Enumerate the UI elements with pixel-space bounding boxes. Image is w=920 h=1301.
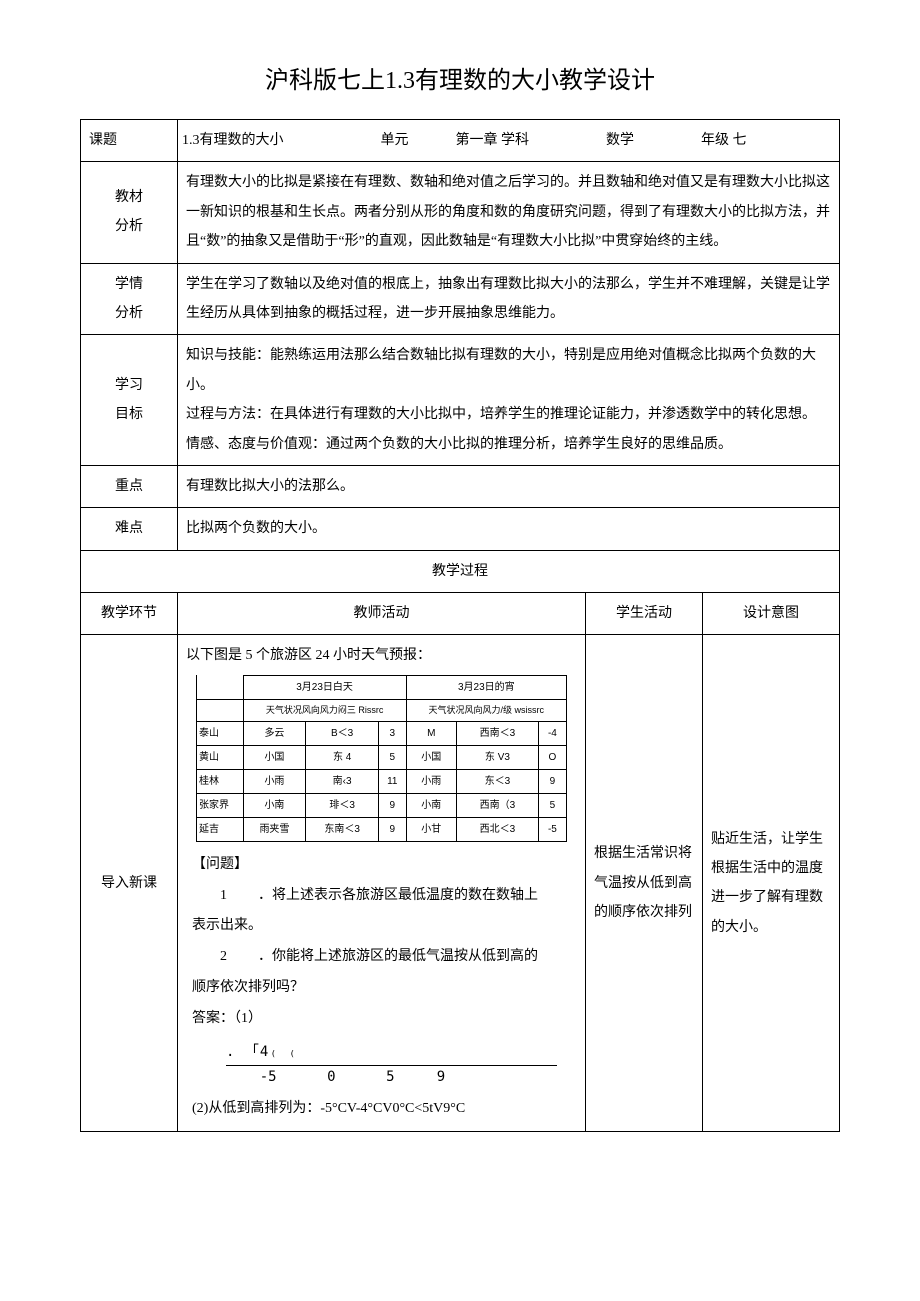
zhongdian-label: 重点: [81, 465, 178, 507]
weather-row: 张家界小南琲＜39小南西南（35: [197, 793, 567, 817]
xueke-label: 学科: [501, 133, 529, 148]
nianji-value: 七: [733, 133, 747, 148]
ans-label: 答案：（1）: [192, 1004, 577, 1035]
number-line: . 「4₍ ₍ -5 0 5 9: [226, 1041, 557, 1089]
axis-ticks: . 「4₍ ₍: [226, 1041, 557, 1066]
mubiao-text: 知识与技能：能熟练运用法那么结合数轴比拟有理数的大小，特别是应用绝对值概念比拟两…: [178, 335, 840, 466]
weather-cell-n_t: -5: [538, 817, 566, 841]
q-title: 【问题】: [192, 850, 577, 881]
weather-sub-day: 天气状况风向风力闷三 Rissrc: [243, 699, 406, 721]
weather-cell-d_wind: 琲＜3: [306, 793, 379, 817]
weather-cell-d_wind: 南‹3: [306, 769, 379, 793]
jiaocai-label: 教材 分析: [81, 162, 178, 263]
intro-stage: 导入新课: [81, 635, 178, 1132]
nandian-label: 难点: [81, 508, 178, 550]
weather-cell-d_w: 小雨: [243, 769, 306, 793]
q2-num: 2: [220, 949, 227, 964]
keti-label: 课题: [81, 120, 178, 162]
q1-a: ．将上述表示各旅游区最低温度的数在数轴上: [258, 888, 538, 903]
row-jiaocai: 教材 分析 有理数大小的比拟是紧接在有理数、数轴和绝对值之后学习的。并且数轴和绝…: [81, 162, 840, 263]
weather-cell-n_t: 9: [538, 769, 566, 793]
lesson-table: 课题 1.3有理数的大小 单元 第一章 学科 数学 年级 七 教材 分析 有理数…: [80, 119, 840, 1132]
weather-cell-d_wind: B＜3: [306, 721, 379, 745]
weather-row: 黄山小国东 45小国东 V3O: [197, 745, 567, 769]
q2-b: 顺序依次排列吗？: [192, 973, 577, 1004]
weather-cell-d_wind: 东 4: [306, 745, 379, 769]
weather-cell-loc: 黄山: [197, 745, 244, 769]
weather-row: 桂林小雨南‹311小雨东＜39: [197, 769, 567, 793]
weather-cell-n_t: 5: [538, 793, 566, 817]
xueke-value: 数学: [606, 133, 634, 148]
weather-row: 延吉雨夹雪东南＜39小甘西北＜3-5: [197, 817, 567, 841]
danyuan-label: 单元: [381, 133, 409, 148]
row-mubiao: 学习 目标 知识与技能：能熟练运用法那么结合数轴比拟有理数的大小，特别是应用绝对…: [81, 335, 840, 466]
weather-cell-n_w: 小甘: [406, 817, 456, 841]
weather-cell-d_w: 多云: [243, 721, 306, 745]
q1-b: 表示出来。: [192, 911, 577, 942]
weather-sub-night: 天气状况风向风力/级 wsissrc: [406, 699, 566, 721]
row-zhongdian: 重点 有理数比拟大小的法那么。: [81, 465, 840, 507]
xueqing-label: 学情 分析: [81, 263, 178, 335]
weather-cell-loc: 桂林: [197, 769, 244, 793]
row-process-title: 教学过程: [81, 550, 840, 592]
weather-cell-n_wind: 西南（3: [457, 793, 539, 817]
weather-night-header: 3月23日的宵: [406, 675, 566, 699]
weather-table: 3月23日白天 3月23日的宵 天气状况风向风力闷三 Rissrc 天气状况风向…: [196, 675, 567, 842]
weather-cell-n_w: 小雨: [406, 769, 456, 793]
weather-cell-d_t: 9: [378, 817, 406, 841]
xueqing-text: 学生在学习了数轴以及绝对值的根底上，抽象出有理数比拟大小的法那么，学生并不难理解…: [178, 263, 840, 335]
weather-cell-d_t: 9: [378, 793, 406, 817]
weather-cell-d_t: 3: [378, 721, 406, 745]
weather-cell-d_t: 5: [378, 745, 406, 769]
weather-cell-n_t: -4: [538, 721, 566, 745]
col-stage: 教学环节: [81, 593, 178, 635]
mubiao-label: 学习 目标: [81, 335, 178, 466]
row-intro: 导入新课 以下图是 5 个旅游区 24 小时天气预报： 3月23日白天 3月23…: [81, 635, 840, 1132]
nianji-label: 年级: [701, 133, 729, 148]
intro-teacher: 以下图是 5 个旅游区 24 小时天气预报： 3月23日白天 3月23日的宵 天…: [178, 635, 586, 1132]
col-teacher: 教师活动: [178, 593, 586, 635]
weather-cell-n_w: 小国: [406, 745, 456, 769]
zhongdian-text: 有理数比拟大小的法那么。: [178, 465, 840, 507]
axis-nums: -5 0 5 9: [226, 1066, 557, 1088]
ans2: (2)从低到高排列为：-5°CV-4°CV0°C<5tV9°C: [192, 1094, 577, 1125]
jiaocai-text: 有理数大小的比拟是紧接在有理数、数轴和绝对值之后学习的。并且数轴和绝对值又是有理…: [178, 162, 840, 263]
danyuan-value: 第一章: [456, 133, 498, 148]
weather-cell-loc: 延吉: [197, 817, 244, 841]
weather-cell-d_w: 小国: [243, 745, 306, 769]
weather-cell-d_wind: 东南＜3: [306, 817, 379, 841]
nandian-text: 比拟两个负数的大小。: [178, 508, 840, 550]
col-design: 设计意图: [703, 593, 840, 635]
weather-cell-n_w: 小南: [406, 793, 456, 817]
process-title: 教学过程: [81, 550, 840, 592]
weather-cell-d_w: 小南: [243, 793, 306, 817]
col-student: 学生活动: [586, 593, 703, 635]
intro-design: 贴近生活，让学生根据生活中的温度进一步了解有理数的大小。: [703, 635, 840, 1132]
weather-cell-d_t: 11: [378, 769, 406, 793]
weather-cell-d_w: 雨夹雪: [243, 817, 306, 841]
row-nandian: 难点 比拟两个负数的大小。: [81, 508, 840, 550]
header-values: 1.3有理数的大小 单元 第一章 学科 数学 年级 七: [178, 120, 840, 162]
intro-student: 根据生活常识将气温按从低到高的顺序依次排列: [586, 635, 703, 1132]
weather-cell-loc: 张家界: [197, 793, 244, 817]
teacher-lead: 以下图是 5 个旅游区 24 小时天气预报：: [186, 641, 577, 670]
header-row: 课题 1.3有理数的大小 单元 第一章 学科 数学 年级 七: [81, 120, 840, 162]
weather-cell-n_wind: 东＜3: [457, 769, 539, 793]
weather-cell-n_wind: 东 V3: [457, 745, 539, 769]
page-title: 沪科版七上1.3有理数的大小教学设计: [80, 60, 840, 95]
q2-a: ．你能将上述旅游区的最低气温按从低到高的: [258, 949, 538, 964]
weather-day-header: 3月23日白天: [243, 675, 406, 699]
keti-value: 1.3有理数的大小: [182, 133, 284, 148]
weather-cell-n_w: M: [406, 721, 456, 745]
weather-cell-loc: 泰山: [197, 721, 244, 745]
weather-cell-n_t: O: [538, 745, 566, 769]
section-header: 教学环节 教师活动 学生活动 设计意图: [81, 593, 840, 635]
weather-row: 泰山多云B＜33M西南＜3-4: [197, 721, 567, 745]
weather-cell-n_wind: 西北＜3: [457, 817, 539, 841]
row-xueqing: 学情 分析 学生在学习了数轴以及绝对值的根底上，抽象出有理数比拟大小的法那么，学…: [81, 263, 840, 335]
q1-num: 1: [220, 888, 227, 903]
weather-cell-n_wind: 西南＜3: [457, 721, 539, 745]
